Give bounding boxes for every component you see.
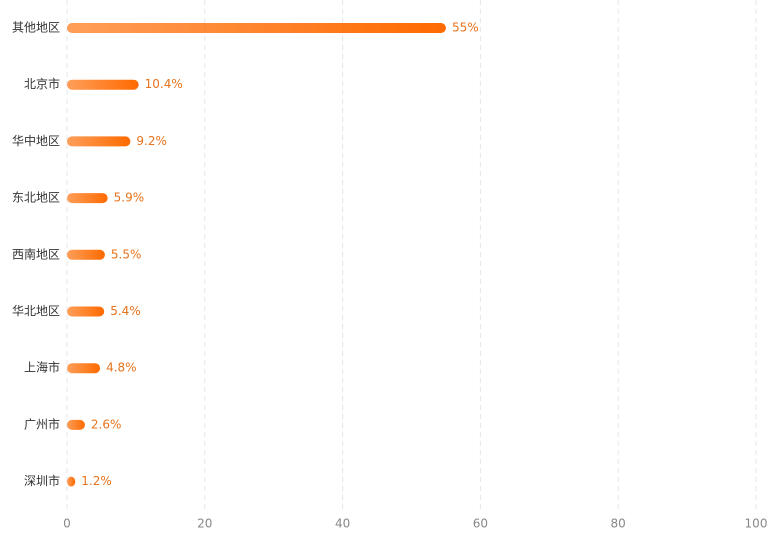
x-tick-label: 20	[197, 517, 212, 531]
category-label: 西南地区	[12, 246, 60, 261]
value-label: 9.2%	[136, 134, 167, 148]
bar	[67, 249, 105, 260]
x-tick-label: 0	[63, 517, 71, 531]
x-tick-label: 60	[473, 517, 488, 531]
bar	[67, 476, 76, 487]
value-label: 55%	[452, 21, 479, 35]
x-tick-label: 80	[611, 517, 626, 531]
value-label: 4.8%	[106, 361, 136, 375]
category-label: 华中地区	[12, 133, 60, 148]
x-tick-label: 100	[745, 517, 768, 531]
value-label: 1.2%	[81, 474, 112, 488]
bar	[67, 193, 108, 204]
category-label: 北京市	[24, 76, 60, 91]
bar	[67, 306, 105, 317]
category-label: 深圳市	[24, 473, 60, 488]
category-label: 广州市	[24, 416, 60, 431]
x-tick-label: 40	[335, 517, 350, 531]
value-label: 10.4%	[145, 77, 183, 91]
category-label: 东北地区	[12, 191, 60, 205]
category-label: 上海市	[24, 360, 60, 375]
bar	[67, 79, 139, 90]
bar	[67, 363, 101, 374]
value-label: 2.6%	[91, 417, 122, 431]
category-label: 华北地区	[12, 304, 60, 318]
value-label: 5.4%	[110, 304, 140, 318]
bar	[67, 419, 85, 430]
bar	[67, 136, 131, 147]
category-label: 其他地区	[12, 21, 60, 35]
bar	[67, 23, 446, 33]
value-label: 5.5%	[111, 247, 141, 261]
value-label: 5.9%	[114, 191, 145, 205]
